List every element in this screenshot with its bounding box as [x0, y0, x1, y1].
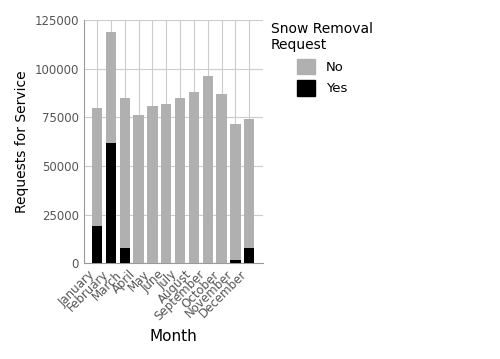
Bar: [106, 32, 116, 143]
Bar: [244, 248, 254, 263]
Bar: [175, 98, 186, 263]
Legend: No, Yes: No, Yes: [271, 22, 373, 95]
Bar: [134, 115, 144, 263]
Bar: [189, 92, 199, 263]
Bar: [202, 76, 213, 263]
Bar: [244, 119, 254, 248]
X-axis label: Month: Month: [150, 329, 197, 344]
Bar: [120, 98, 130, 248]
Bar: [161, 104, 172, 263]
Y-axis label: Requests for Service: Requests for Service: [15, 70, 29, 213]
Bar: [148, 106, 158, 263]
Bar: [120, 248, 130, 263]
Bar: [216, 94, 227, 263]
Bar: [92, 226, 102, 263]
Bar: [92, 108, 102, 226]
Bar: [230, 124, 240, 260]
Bar: [106, 143, 116, 263]
Bar: [230, 260, 240, 263]
